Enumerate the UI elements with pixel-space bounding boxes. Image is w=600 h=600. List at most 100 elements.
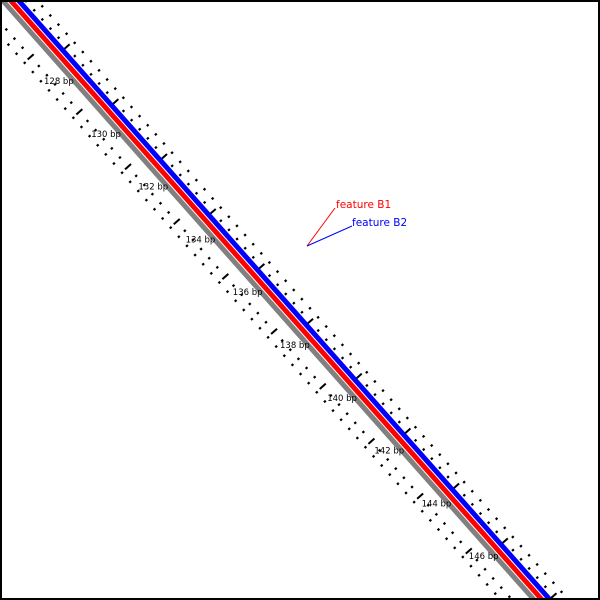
tick-dot [438,453,442,457]
tick-dot [73,41,77,45]
tick-dot [71,116,75,120]
tick-dot [231,284,236,288]
tick-dot [235,224,239,228]
tick-dot [118,155,122,160]
tick-dash [367,437,376,445]
tick-dot [478,511,483,516]
tick-dot [178,160,182,164]
tick-dot [349,365,353,369]
tick-dot [493,591,497,596]
tick-dot [386,457,390,462]
tick-dot [495,530,499,534]
tick-dot [134,174,138,178]
tick-dot [154,132,158,137]
tick-dot [69,101,73,105]
tick-dot [282,354,286,358]
tick-dot [438,466,442,470]
tick-dot [267,260,272,265]
tick-dot [45,73,49,77]
tick-dash [306,318,314,325]
position-label: 136 bp [233,288,263,298]
tick-dot [215,265,219,269]
tick-dot [300,310,304,314]
tick-dot [559,590,564,594]
tick-dot [371,454,376,458]
tick-dot [194,178,199,182]
tick-dot [186,169,190,173]
tick-dash [75,108,84,116]
tick-dot [104,152,108,157]
tick-dash [501,537,509,545]
tick-dot [348,352,353,356]
tick-dot [381,388,385,393]
tick-dot [4,27,8,32]
tick-dash [403,427,412,435]
tick-dot [227,228,231,232]
tick-dot [73,54,77,58]
tick-dot [442,521,447,526]
tick-dot [259,251,263,255]
tick-dot [128,180,132,184]
tick-dot [324,338,328,342]
tick-dot [296,357,301,361]
tick-dot [234,299,238,303]
tick-dot [170,164,174,168]
tick-dot [185,244,189,248]
tick-dot [170,151,174,155]
tick-dot [307,381,311,385]
tick-dot [64,32,69,36]
tick-dot [280,338,284,343]
feature-b1-leader [306,207,336,247]
tick-dot [219,205,223,210]
tick-dot [486,507,491,512]
tick-dot [178,173,182,177]
tick-dash [549,592,558,598]
tick-dot [454,471,458,475]
tick-dot [191,238,195,242]
position-label: 138 bp [280,341,310,351]
tick-dot [276,283,280,287]
tick-dot [461,555,465,559]
tick-dot [316,315,320,320]
tick-dot [47,88,51,92]
tick-dot [183,229,187,233]
tick-dot [242,308,246,312]
tick-dot [290,363,295,367]
strand-lines [2,2,552,598]
tick-dot [499,585,503,590]
tick-dot [186,182,191,186]
tick-dot [202,200,207,205]
tick-dot [251,255,255,259]
tick-dot [20,46,25,50]
tick-dot [63,107,67,111]
position-label: 128 bp [44,77,74,87]
tick-dot [308,306,312,310]
tick-dot [105,77,109,82]
tick-dot [483,567,487,571]
tick-dot [193,253,197,257]
position-label: 132 bp [138,183,168,193]
tick-dot [61,91,65,96]
tick-dot [450,531,455,535]
position-label: 142 bp [374,447,404,457]
tick-dot [85,119,90,123]
tick-dot [551,581,556,585]
tick-dot [207,256,211,260]
tick-dot [274,344,278,349]
tick-dot [6,42,11,47]
tick-dot [485,582,489,587]
tick-dot [373,392,377,397]
tick-dot [56,22,61,27]
tick-dash [209,208,217,215]
tick-dot [511,535,515,539]
tick-dot [53,82,57,86]
tick-dot [486,521,491,525]
tick-dot [93,128,98,132]
strand-line-gray [2,2,536,598]
tick-dot [137,114,142,118]
tick-dot [361,430,365,434]
tick-dot [527,553,531,557]
tick-dot [381,402,385,406]
